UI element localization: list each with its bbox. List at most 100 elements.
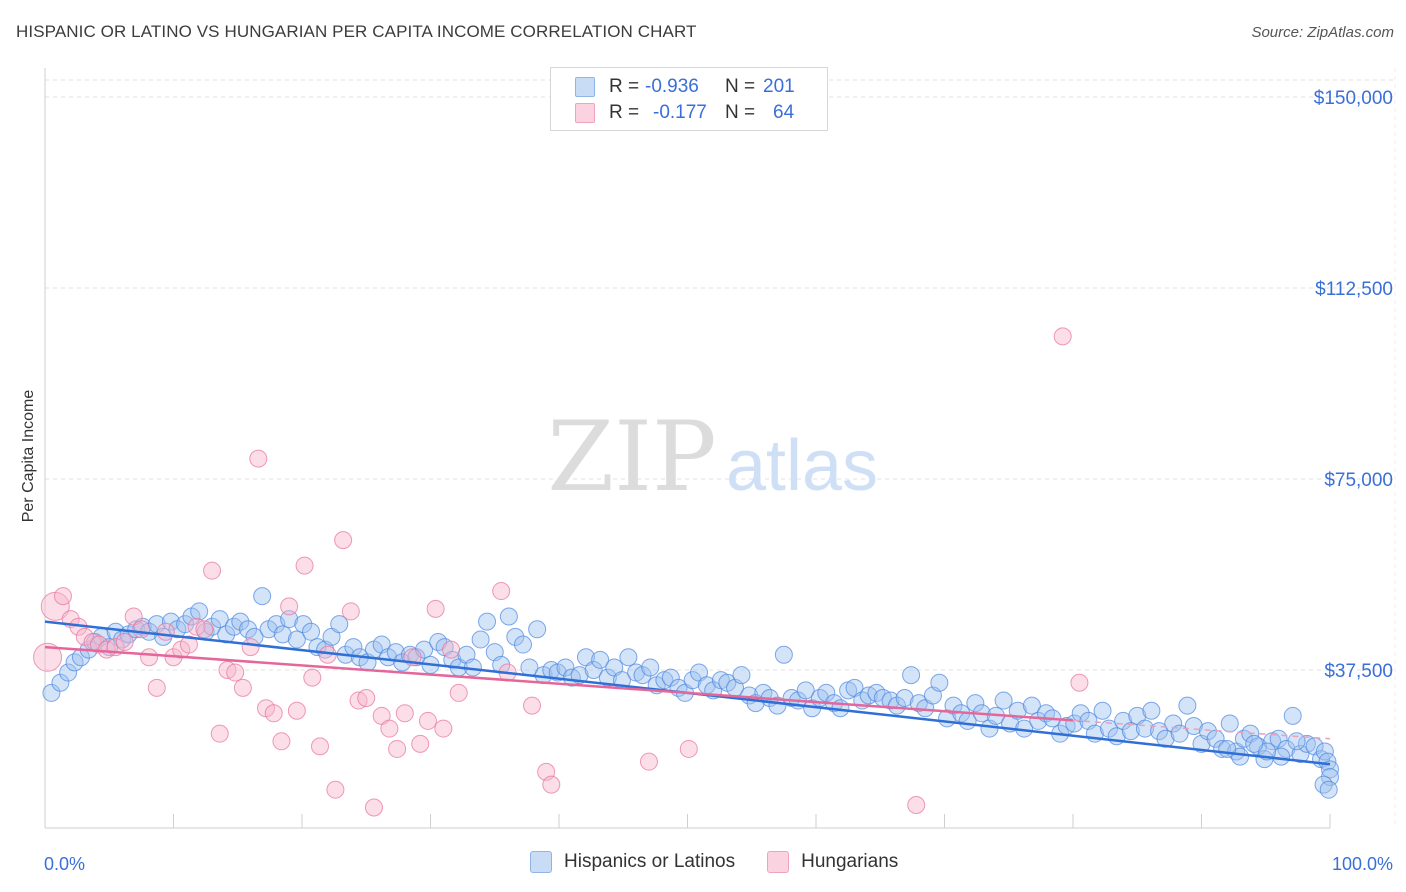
y-axis-label: Per Capita Income bbox=[20, 389, 37, 523]
data-point bbox=[287, 701, 306, 720]
data-point bbox=[514, 635, 533, 654]
data-point bbox=[1314, 775, 1333, 794]
data-point bbox=[249, 449, 268, 468]
data-point bbox=[1071, 704, 1090, 723]
watermark-atlas: atlas bbox=[726, 426, 878, 506]
x-tick-label: 0.0% bbox=[44, 854, 85, 874]
x-tick-labels: 0.0% 100.0% bbox=[44, 854, 1393, 874]
trend-lines bbox=[44, 620, 1331, 766]
data-point bbox=[1272, 747, 1291, 766]
data-point bbox=[301, 622, 320, 641]
data-point bbox=[907, 795, 926, 814]
data-point bbox=[59, 663, 78, 682]
data-point bbox=[1321, 760, 1339, 779]
data-point bbox=[418, 711, 437, 730]
data-point bbox=[930, 673, 949, 692]
data-point bbox=[994, 691, 1013, 710]
data-point bbox=[1142, 701, 1161, 720]
r-value: -0.177 bbox=[653, 102, 707, 123]
trend-line-hungarians-extension bbox=[1072, 719, 1331, 740]
data-point bbox=[190, 602, 209, 621]
data-point bbox=[294, 615, 313, 634]
data-point bbox=[478, 612, 497, 631]
legend-row-hungarians: R = -0.177 N = 64 bbox=[575, 100, 794, 126]
data-point bbox=[140, 648, 159, 667]
data-point bbox=[210, 610, 229, 629]
data-point bbox=[357, 689, 376, 708]
data-point bbox=[33, 642, 63, 672]
data-point bbox=[411, 734, 430, 753]
y-tick-label: $150,000 bbox=[1314, 88, 1393, 109]
data-point bbox=[203, 561, 222, 580]
watermark-zip: ZIP bbox=[547, 401, 716, 513]
data-point bbox=[42, 683, 61, 702]
data-point bbox=[426, 599, 445, 618]
series-legend: Hispanics or Latinos Hungarians bbox=[530, 851, 930, 873]
data-point bbox=[1283, 706, 1302, 725]
legend-row-hispanics: R = -0.936 N = 201 bbox=[575, 74, 795, 100]
data-point bbox=[492, 582, 511, 601]
data-point bbox=[1184, 717, 1203, 736]
data-point bbox=[272, 732, 291, 751]
data-point bbox=[619, 648, 638, 667]
data-point bbox=[51, 673, 70, 692]
data-point bbox=[53, 587, 72, 606]
data-point bbox=[147, 678, 166, 697]
trend-line-hungarians bbox=[44, 645, 1074, 722]
data-point bbox=[303, 668, 322, 687]
data-point bbox=[661, 668, 680, 687]
legend-item-hungarians[interactable]: Hungarians bbox=[767, 851, 898, 873]
data-point bbox=[156, 622, 175, 641]
stats-legend: R = -0.936 N = 201 R = -0.177 N = 64 bbox=[550, 67, 828, 131]
data-point bbox=[944, 696, 963, 715]
data-point bbox=[241, 638, 260, 657]
data-point bbox=[584, 661, 603, 679]
legend-label-hungarians: Hungarians bbox=[801, 851, 899, 872]
data-point bbox=[1206, 729, 1225, 748]
data-point bbox=[633, 666, 652, 685]
data-point bbox=[179, 635, 198, 654]
data-point bbox=[233, 678, 252, 697]
data-point bbox=[1170, 724, 1189, 743]
data-point bbox=[732, 666, 751, 685]
data-point bbox=[1053, 327, 1072, 346]
data-point bbox=[231, 612, 250, 631]
data-point bbox=[523, 696, 542, 715]
data-point bbox=[542, 775, 561, 794]
data-point bbox=[1220, 714, 1239, 733]
data-point bbox=[210, 724, 229, 743]
data-point bbox=[966, 694, 985, 713]
legend-swatch-hispanics bbox=[530, 851, 552, 873]
data-point bbox=[341, 602, 360, 621]
data-point bbox=[1156, 729, 1175, 748]
data-point bbox=[471, 630, 490, 649]
data-point bbox=[1093, 701, 1112, 720]
data-point bbox=[683, 671, 702, 690]
data-point bbox=[895, 689, 914, 708]
data-point bbox=[1245, 734, 1264, 753]
data-point bbox=[434, 719, 453, 738]
data-point bbox=[264, 704, 283, 723]
data-point bbox=[1319, 780, 1338, 799]
data-point bbox=[1178, 696, 1197, 715]
data-point bbox=[449, 683, 468, 702]
data-point bbox=[817, 683, 836, 702]
watermark: ZIP atlas bbox=[547, 401, 878, 513]
axes bbox=[44, 68, 1396, 829]
gridlines bbox=[45, 79, 1395, 671]
data-point bbox=[1099, 719, 1118, 738]
y-tick-labels: $37,500 $75,000 $112,500 $150,000 bbox=[1314, 88, 1393, 682]
legend-label-hispanics: Hispanics or Latinos bbox=[564, 851, 736, 872]
data-point bbox=[287, 630, 306, 649]
y-tick-label: $112,500 bbox=[1315, 279, 1393, 300]
data-point bbox=[499, 607, 518, 626]
data-point bbox=[506, 627, 525, 646]
data-point bbox=[796, 681, 815, 700]
legend-item-hispanics[interactable]: Hispanics or Latinos bbox=[530, 851, 735, 873]
data-point bbox=[253, 587, 272, 606]
data-point bbox=[591, 650, 610, 669]
data-point bbox=[679, 739, 698, 758]
x-tick-label: 100.0% bbox=[1332, 854, 1393, 874]
data-point bbox=[1287, 732, 1306, 751]
data-point bbox=[115, 632, 134, 651]
